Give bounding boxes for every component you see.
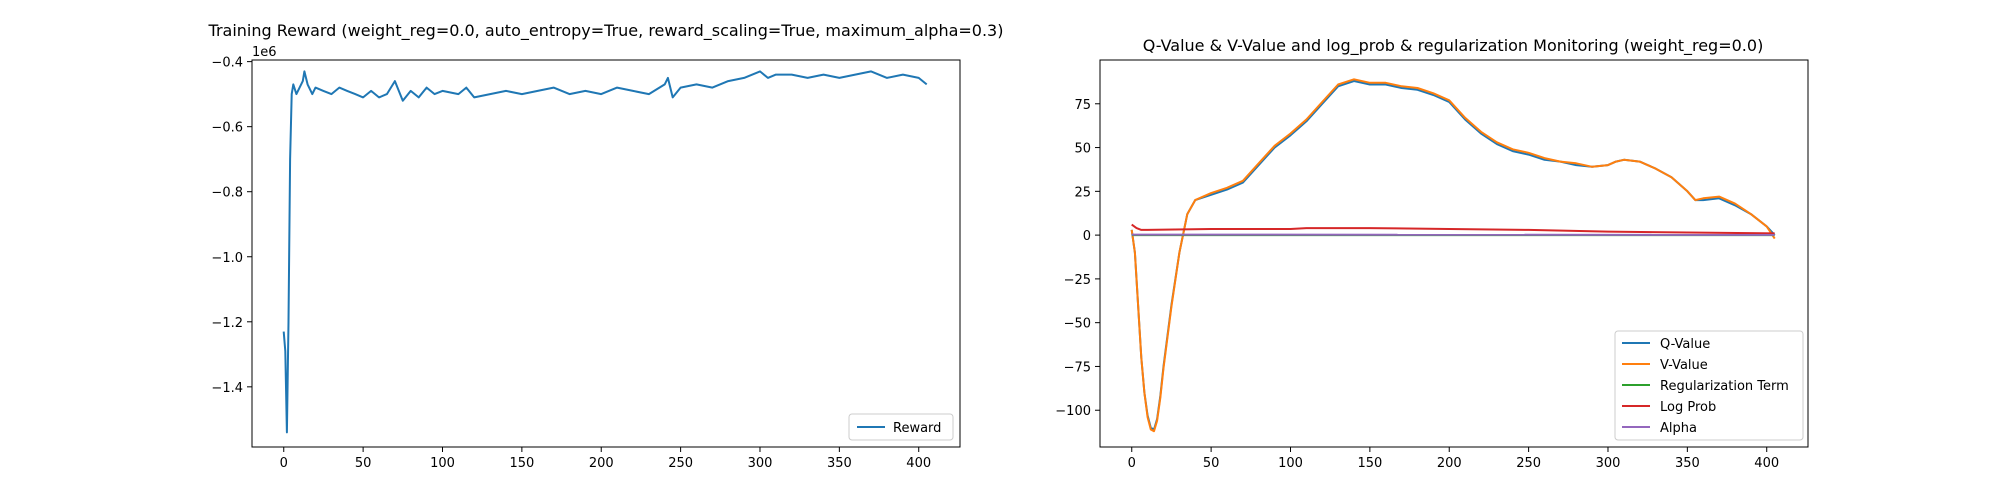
series-line-reward xyxy=(282,70,928,434)
x-tick-label: 0 xyxy=(280,456,288,471)
chart-title: Training Reward (weight_reg=0.0, auto_en… xyxy=(208,21,1004,41)
x-tick-label: 50 xyxy=(355,456,372,471)
x-tick-label: 300 xyxy=(1596,456,1621,471)
series-line-log-prob xyxy=(1131,223,1775,235)
x-tick-label: 200 xyxy=(1437,456,1462,471)
y-tick-label: −50 xyxy=(1064,317,1091,332)
legend: Q-Value V-Value Regularization Term Log … xyxy=(1614,330,1804,441)
y-tick-label: −1.4 xyxy=(211,381,243,396)
x-tick-label: 350 xyxy=(827,456,852,471)
y-offset-label: 1e6 xyxy=(252,45,277,60)
y-tick-label: −100 xyxy=(1055,404,1091,419)
y-tick-label: −0.4 xyxy=(211,56,243,71)
plot-frame xyxy=(1099,59,1809,448)
chart-title: Q-Value & V-Value and log_prob & regular… xyxy=(1143,36,1764,56)
x-tick-label: 0 xyxy=(1128,456,1136,471)
x-tick-label: 300 xyxy=(748,456,773,471)
plot-frame xyxy=(251,59,961,448)
x-tick-label: 250 xyxy=(668,456,693,471)
x-tick-label: 250 xyxy=(1516,456,1541,471)
legend-label-reward: Reward xyxy=(893,421,941,436)
y-tick-label: −1.0 xyxy=(211,251,243,266)
y-tick-label: −0.6 xyxy=(211,121,243,136)
legend-label-v-value: V-Value xyxy=(1660,358,1708,373)
y-tick-label: −75 xyxy=(1064,360,1091,375)
legend-label-q-value: Q-Value xyxy=(1660,337,1710,352)
x-tick-label: 150 xyxy=(509,456,534,471)
legend-box xyxy=(1614,330,1804,441)
x-tick-label: 100 xyxy=(430,456,455,471)
x-tick-label: 50 xyxy=(1203,456,1220,471)
qv-monitoring-chart: Q-Value & V-Value and log_prob & regular… xyxy=(1055,36,1809,471)
x-tick-label: 100 xyxy=(1278,456,1303,471)
axes: 0 50 100 150 200 250 300 350 400 −1.4 −1.2 −1.0 −0.8… xyxy=(211,56,931,471)
legend-box xyxy=(848,413,954,441)
training-reward-chart: Training Reward (weight_reg=0.0, auto_en… xyxy=(208,21,1004,471)
y-tick-label: −25 xyxy=(1064,273,1091,288)
x-tick-label: 200 xyxy=(589,456,614,471)
y-tick-label: 0 xyxy=(1083,229,1091,244)
series-line-v-value xyxy=(1130,78,1776,433)
x-tick-label: 400 xyxy=(906,456,931,471)
x-tick-label: 150 xyxy=(1357,456,1382,471)
legend: Reward xyxy=(848,413,954,441)
y-tick-label: 75 xyxy=(1074,98,1091,113)
axes: 0 50 100 150 200 250 300 350 400 −100 −75 −50 −25 0 25… xyxy=(1055,98,1779,471)
x-tick-label: 350 xyxy=(1675,456,1700,471)
qv-plot-area xyxy=(1130,78,1776,433)
x-tick-label: 400 xyxy=(1754,456,1779,471)
y-tick-label: −1.2 xyxy=(211,316,243,331)
legend-label-regularization-term: Regularization Term xyxy=(1660,379,1789,394)
legend-label-alpha: Alpha xyxy=(1660,421,1697,436)
y-tick-label: 50 xyxy=(1074,142,1091,157)
y-tick-label: −0.8 xyxy=(211,186,243,201)
legend-label-log-prob: Log Prob xyxy=(1660,400,1716,415)
reward-plot-area xyxy=(282,70,928,434)
y-tick-label: 25 xyxy=(1074,185,1091,200)
